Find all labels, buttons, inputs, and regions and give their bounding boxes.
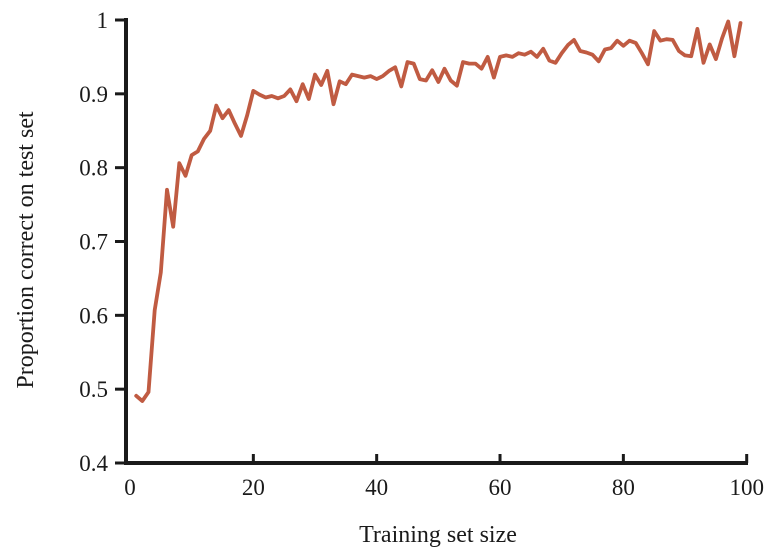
y-tick-label: 1 (97, 8, 109, 33)
y-tick-label: 0.5 (79, 377, 108, 402)
y-tick-label: 0.4 (79, 451, 108, 476)
x-tick-label: 60 (489, 475, 512, 500)
x-tick-label: 0 (124, 475, 136, 500)
series-group (134, 19, 743, 403)
y-tick-label: 0.8 (79, 156, 108, 181)
x-ticks-group: 0 20 40 60 80 100 (124, 454, 764, 500)
x-tick-label: 100 (729, 475, 764, 500)
x-tick-label: 20 (242, 475, 265, 500)
y-ticks-group: 0.4 0.5 0.6 0.7 0.8 0.9 1 (79, 8, 128, 476)
y-tick-label: 0.7 (79, 230, 108, 255)
y-tick-label: 0.9 (79, 82, 108, 107)
x-tick-label: 40 (365, 475, 388, 500)
y-tick-label: 0.6 (79, 303, 108, 328)
x-tick-label: 80 (612, 475, 635, 500)
x-axis-title: Training set size (359, 522, 517, 548)
accuracy-curve (134, 19, 743, 403)
y-axis-title: Proportion correct on test set (13, 111, 39, 389)
